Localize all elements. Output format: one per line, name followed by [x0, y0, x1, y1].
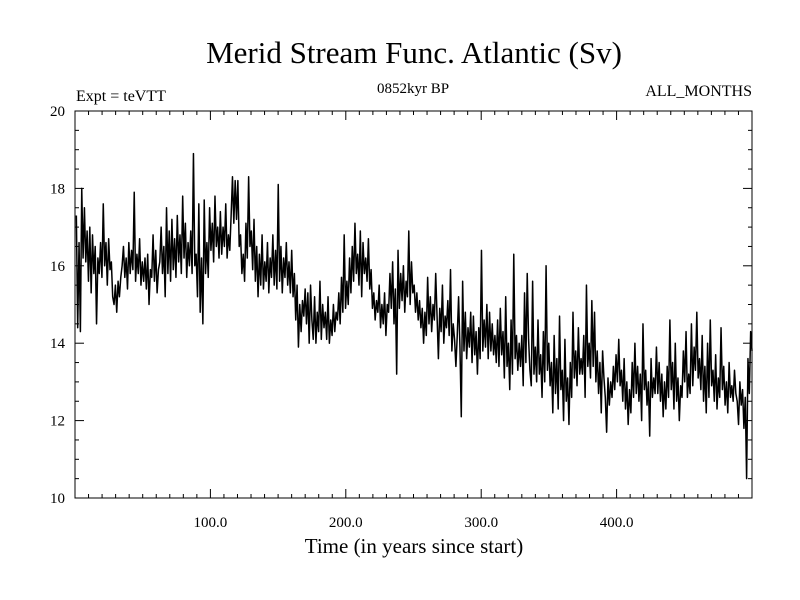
y-tick-label: 20 — [50, 104, 65, 120]
x-tick-label: 200.0 — [329, 515, 363, 531]
y-tick-label: 12 — [50, 414, 65, 430]
plot-area: 100.0 200.0 300.0 400.0 10 12 14 16 18 20 — [50, 104, 753, 531]
x-axis-ticks: 100.0 200.0 300.0 400.0 — [194, 111, 634, 531]
x-tick-label: 300.0 — [464, 515, 498, 531]
y-tick-label: 10 — [50, 491, 65, 507]
x-axis-label: Time (in years since start) — [305, 534, 524, 558]
y-tick-label: 18 — [50, 181, 65, 197]
y-tick-label: 16 — [50, 259, 66, 275]
period-label: 0852kyr BP — [377, 81, 449, 97]
y-axis-ticks: 10 12 14 16 18 20 — [50, 104, 752, 507]
months-label: ALL_MONTHS — [645, 83, 752, 100]
y-tick-label: 14 — [50, 336, 66, 352]
series-line-atlantic — [75, 152, 753, 480]
chart-title: Merid Stream Func. Atlantic (Sv) — [206, 35, 622, 70]
x-tick-label: 100.0 — [194, 515, 228, 531]
plot-frame — [74, 110, 753, 499]
minor-ticks — [75, 111, 752, 498]
experiment-label: Expt = teVTT — [76, 88, 166, 105]
x-tick-label: 400.0 — [600, 515, 634, 531]
